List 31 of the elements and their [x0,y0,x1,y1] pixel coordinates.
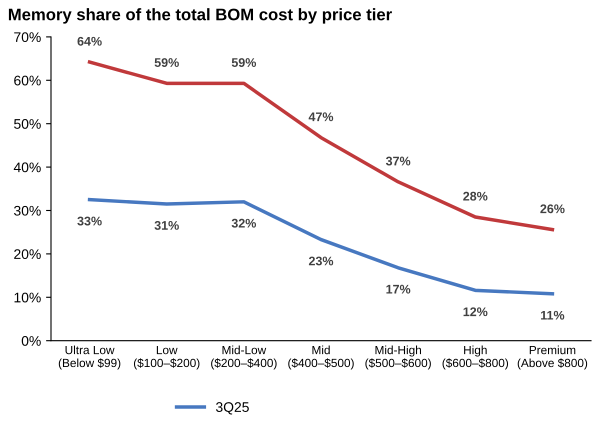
legend-label: 3Q25 [216,402,249,414]
y-tick-label: 60% [14,76,41,86]
y-tick-label: 70% [14,32,41,42]
y-tick-label: 30% [14,206,41,216]
y-tick-label: 10% [14,292,41,302]
data-label: 32% [232,218,256,228]
data-label: 64% [78,36,102,46]
chart-title: Memory share of the total BOM cost by price tier [8,8,392,24]
y-tick-label: 40% [14,162,41,172]
y-tick-label: 20% [14,249,41,260]
data-label: 23% [308,256,334,266]
data-label: 26% [540,204,565,214]
data-label: 17% [386,284,410,294]
data-label: 28% [463,192,488,201]
data-label: 47% [308,112,334,122]
data-label: 12% [464,307,488,316]
data-label: 37% [386,156,410,166]
x-tick-label: Mid ($400–$500) [288,346,354,370]
data-label: 59% [154,58,179,67]
x-tick-label: High ($600–$800) [442,346,508,370]
x-tick-label: Mid-High ($500–$600) [365,346,431,370]
data-label: 11% [541,310,564,320]
data-label: 33% [77,216,102,226]
data-label: 59% [232,58,256,67]
x-tick-label: Premium (Above $800) [518,346,588,370]
data-label: 31% [154,220,179,230]
y-tick-label: 0% [22,336,41,346]
x-tick-label: Ultra Low (Below $99) [58,346,120,370]
x-tick-label: Mid-Low ($200–$400) [211,346,277,370]
y-tick-label: 50% [14,119,41,129]
x-tick-label: Low ($100–$200) [134,346,200,370]
